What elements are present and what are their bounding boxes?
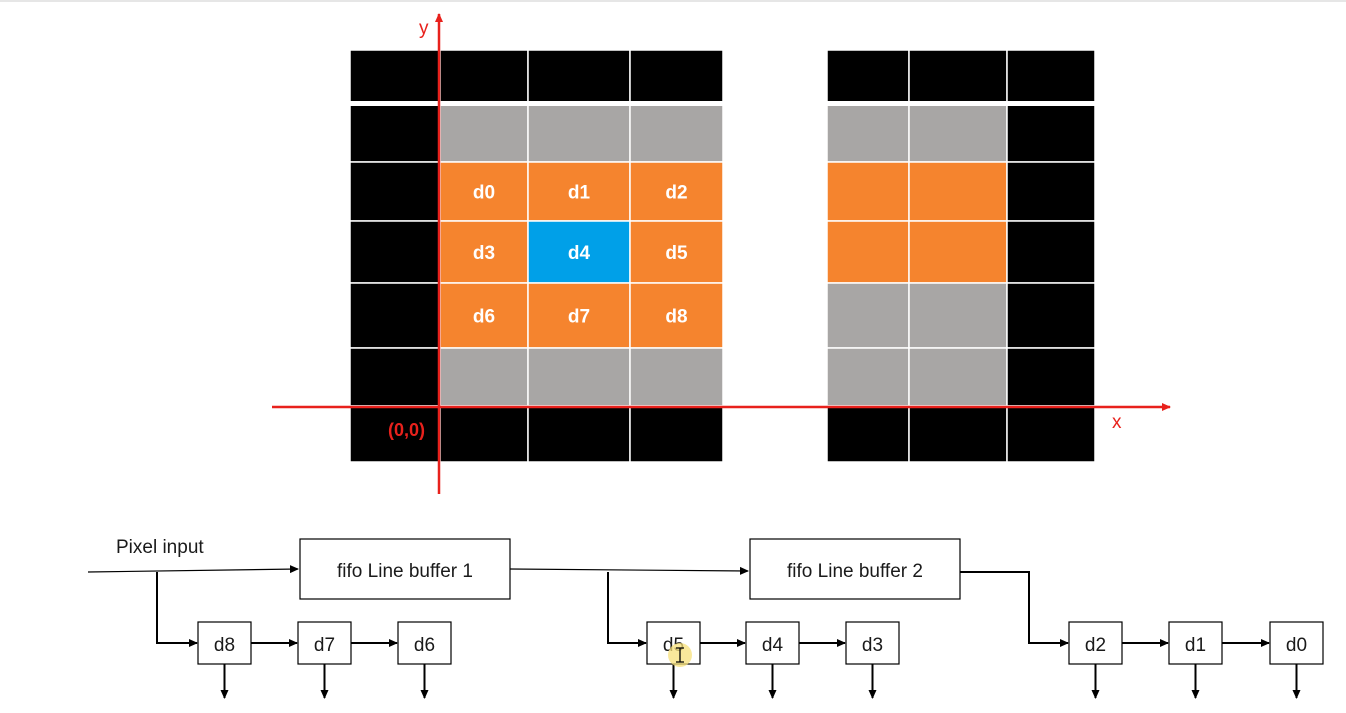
- grid-cell: [349, 282, 441, 349]
- grid-cell: [439, 405, 529, 463]
- grid-cell: [1006, 347, 1096, 407]
- register-label: d6: [414, 635, 435, 656]
- grid-cell: [1006, 405, 1096, 463]
- grid-cell-label: d5: [665, 243, 688, 264]
- grid-cell: [1006, 220, 1096, 284]
- grid-cell: [439, 347, 529, 407]
- pixel-grid: d0 d1 d2 d3 d4 d5 d6 d7 d8: [349, 49, 1096, 463]
- grid-cell: [527, 103, 631, 163]
- grid-cell: [527, 405, 631, 463]
- grid-cell-label: d4: [568, 243, 591, 264]
- grid-cell-label: d0: [473, 183, 495, 204]
- grid-cell: [629, 405, 724, 463]
- grid-cell: [527, 161, 631, 222]
- buffer1-to-buffer2: [509, 566, 749, 575]
- grid-cell-label: d8: [665, 307, 687, 328]
- register-label: d7: [314, 635, 335, 656]
- grid-cell: [527, 282, 631, 349]
- grid-cell: [908, 405, 1008, 463]
- grid-cell: [629, 161, 724, 222]
- x-axis-label: x: [1112, 412, 1122, 433]
- fifo-buffer-label: fifo Line buffer 1: [337, 561, 473, 582]
- register-box: [745, 621, 800, 665]
- grid-cell: [349, 103, 441, 163]
- grid-cell: [826, 103, 910, 163]
- grid-cell: [826, 405, 910, 463]
- register-label: d1: [1185, 635, 1206, 656]
- grid-cell: [826, 347, 910, 407]
- fifo-buffer-label: fifo Line buffer 2: [787, 561, 923, 582]
- coordinate-axes: [272, 13, 1171, 494]
- grid-cell: [629, 49, 724, 105]
- grid-cell: [908, 347, 1008, 407]
- grid-cell: [439, 49, 529, 105]
- grid-cell-label: d2: [665, 183, 687, 204]
- register-label: d3: [862, 635, 883, 656]
- grid-cell-label: d7: [568, 307, 590, 328]
- grid-cell: [826, 282, 910, 349]
- register-label: d4: [762, 635, 784, 656]
- grid-cell: [439, 103, 529, 163]
- origin-label: (0,0): [388, 420, 425, 440]
- grid-cell: [527, 347, 631, 407]
- grid-cell-label: d6: [473, 307, 495, 328]
- register-box: [845, 621, 900, 665]
- pixel-input-label: Pixel input: [116, 537, 204, 558]
- grid-row-gap: [350, 101, 1095, 106]
- grid-cell: [908, 49, 1008, 105]
- register-label: d2: [1085, 635, 1106, 656]
- fifo-line-buffer-1: [299, 538, 511, 600]
- grid-cell: [908, 161, 1008, 222]
- grid-cell: [349, 49, 441, 105]
- grid-cell: [629, 282, 724, 349]
- grid-cell: [349, 405, 441, 463]
- top-divider: [0, 0, 1346, 2]
- grid-cell: [629, 347, 724, 407]
- pipeline-diagram: fifo Line buffer 1 fifo Line buffer 2 d8 d7…: [87, 538, 1324, 699]
- grid-cell: [629, 103, 724, 163]
- grid-cell: [527, 49, 631, 105]
- register-label: d0: [1286, 635, 1307, 656]
- branch-to-d5: [607, 572, 647, 647]
- grid-cell-label: d1: [568, 183, 591, 204]
- grid-cell: [349, 161, 441, 222]
- branch-to-d8: [156, 572, 198, 647]
- grid-cell: [1006, 161, 1096, 222]
- grid-cell: [826, 49, 910, 105]
- grid-cell: [1006, 49, 1096, 105]
- grid-cell: [349, 347, 441, 407]
- register-box: [1168, 621, 1223, 665]
- fifo-line-buffer-2: [749, 538, 961, 600]
- grid-cell: [908, 220, 1008, 284]
- grid-cell: [908, 103, 1008, 163]
- grid-cell: [349, 220, 441, 284]
- register-label: d8: [214, 635, 235, 656]
- grid-cell: [826, 161, 910, 222]
- grid-cell-label: d3: [473, 243, 495, 264]
- text-cursor-icon: [676, 647, 684, 663]
- buffer2-to-d2: [960, 571, 1069, 647]
- input-line: [87, 565, 299, 574]
- grid-cell: [1006, 103, 1096, 163]
- y-axis-label: y: [419, 18, 429, 39]
- register-box: [197, 621, 252, 665]
- grid-cell: [1006, 282, 1096, 349]
- grid-cell: [908, 282, 1008, 349]
- grid-cell: [826, 220, 910, 284]
